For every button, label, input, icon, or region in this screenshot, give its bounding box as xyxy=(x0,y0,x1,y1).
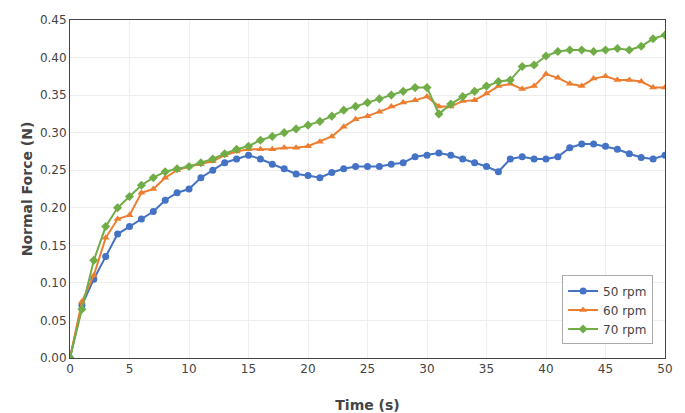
svg-text:70 rpm: 70 rpm xyxy=(603,323,646,337)
svg-text:5: 5 xyxy=(126,362,134,376)
svg-text:15: 15 xyxy=(241,362,256,376)
svg-text:60 rpm: 60 rpm xyxy=(603,304,646,318)
svg-text:50 rpm: 50 rpm xyxy=(603,285,646,299)
svg-text:10: 10 xyxy=(181,362,196,376)
svg-text:0.10: 0.10 xyxy=(40,276,67,290)
svg-text:Time (s): Time (s) xyxy=(335,397,399,413)
svg-text:0.35: 0.35 xyxy=(40,88,67,102)
svg-text:0.40: 0.40 xyxy=(40,51,67,65)
svg-text:Normal Force (N): Normal Force (N) xyxy=(19,122,35,257)
svg-text:45: 45 xyxy=(598,362,613,376)
svg-text:35: 35 xyxy=(479,362,494,376)
svg-text:0: 0 xyxy=(66,362,74,376)
svg-text:0.00: 0.00 xyxy=(40,351,67,365)
svg-text:0.45: 0.45 xyxy=(40,13,67,27)
svg-text:20: 20 xyxy=(300,362,315,376)
svg-text:25: 25 xyxy=(360,362,375,376)
svg-text:40: 40 xyxy=(538,362,553,376)
svg-text:0.30: 0.30 xyxy=(40,126,67,140)
svg-text:0.20: 0.20 xyxy=(40,201,67,215)
svg-text:0.05: 0.05 xyxy=(40,314,67,328)
svg-text:30: 30 xyxy=(419,362,434,376)
svg-text:50: 50 xyxy=(657,362,672,376)
svg-text:0.25: 0.25 xyxy=(40,163,67,177)
svg-text:0.15: 0.15 xyxy=(40,239,67,253)
